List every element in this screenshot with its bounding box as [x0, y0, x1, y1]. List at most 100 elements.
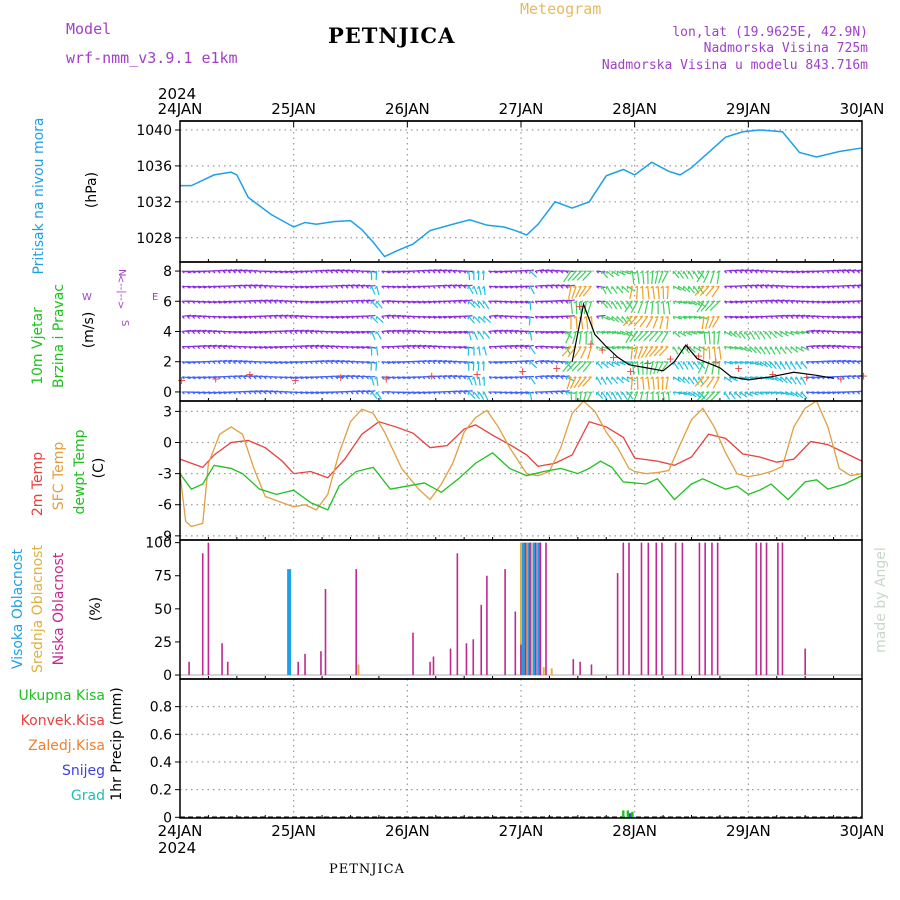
temp-line-2 [179, 452, 863, 511]
wind-arrow [529, 361, 538, 369]
cloud-bar-2 [777, 542, 779, 676]
wind-arrow [729, 269, 739, 272]
wind-arrow [202, 270, 206, 274]
wind-arrow [795, 346, 805, 352]
cloud-ytick-label: 100 [145, 536, 172, 552]
wind-arrow [826, 331, 830, 335]
wind-arrow [437, 374, 448, 378]
wind-arrow [463, 299, 473, 302]
wind-arrow [310, 344, 320, 348]
cloud-bar-2 [472, 639, 475, 676]
wind-arrow [422, 270, 426, 274]
precip-ytick-label: 0.8 [150, 700, 172, 716]
wind-arrow [289, 329, 299, 333]
wind-arrow [571, 270, 582, 281]
wind-arrow [539, 391, 543, 395]
wind-arrow [466, 361, 470, 365]
wind-arrow [309, 346, 313, 350]
temp-ylabel-sfc: SFC Temp [51, 442, 67, 511]
wind-arrow [665, 330, 669, 333]
wind-arrow [284, 315, 288, 319]
wind-arrow [509, 270, 513, 274]
wind-arrow [826, 285, 830, 289]
wind-arrow [432, 346, 436, 350]
wind-arrow [688, 376, 695, 385]
wind-arrow [616, 270, 626, 276]
wind-arrow [488, 331, 492, 335]
wind-arrow [284, 331, 288, 335]
wind-arrow [560, 284, 570, 287]
wind-arrow [578, 391, 582, 395]
wind-arrow [744, 331, 751, 340]
wind-arrow [831, 361, 835, 365]
wind-arrow [314, 376, 318, 380]
wind-arrow [294, 391, 298, 395]
wind-arrow [826, 391, 830, 395]
wind-arrow [780, 376, 788, 384]
wind-arrow [320, 391, 330, 394]
wind-arrow [274, 270, 284, 273]
wind-arrow [550, 270, 554, 274]
wind-arrow [233, 359, 243, 363]
wind-arrow [401, 300, 405, 304]
cloud-bar-2 [504, 569, 506, 676]
wind-arrow [509, 300, 513, 304]
wind-arrow [606, 346, 616, 350]
precip-legend-item: Grad [71, 788, 105, 804]
wind-arrow [693, 331, 696, 335]
wind-arrow [806, 329, 816, 333]
wind-arrow [577, 361, 587, 372]
precip-ylabel: 1hr Precip (mm) [109, 687, 125, 800]
wind-arrow [831, 300, 835, 304]
wind-arrow [688, 315, 698, 319]
wind-arrow [243, 331, 247, 335]
wind-arrow [369, 270, 372, 274]
wind-arrow [642, 376, 645, 390]
wind-arrow [677, 270, 684, 279]
pressure-ytick-label: 1036 [136, 159, 172, 175]
wind-arrow [437, 330, 448, 334]
wind-arrow [330, 376, 334, 380]
wind-arrow [606, 331, 609, 335]
wind-arrow [780, 314, 790, 317]
wind-arrow [660, 391, 664, 395]
wind-arrow [468, 331, 472, 341]
wind-arrow [729, 270, 733, 274]
wind-arrow [447, 285, 451, 289]
cloud-bar-2 [297, 661, 300, 676]
wind-arrow [472, 301, 475, 305]
wind-arrow [253, 375, 263, 378]
wind-arrow [805, 315, 809, 319]
wind-arrow [709, 391, 720, 401]
wind-arrow [243, 284, 253, 287]
wind-arrow [716, 270, 720, 284]
wind-arrow [207, 300, 211, 304]
wind-arrow [227, 346, 231, 350]
wind-arrow [811, 344, 821, 348]
wind-arrow [482, 331, 485, 335]
wind-arrow [335, 361, 339, 365]
wind-arrow [263, 315, 267, 319]
wind-arrow [639, 361, 644, 365]
wind-arrow [268, 315, 272, 319]
wind-arrow [790, 330, 800, 335]
wind-arrow [634, 330, 638, 333]
wind-arrow [724, 285, 727, 289]
wind-arrow [319, 300, 323, 304]
wind-arrow [453, 284, 463, 287]
wind-arrow [519, 315, 523, 319]
wind-arrow [181, 300, 185, 304]
wind-arrow [350, 346, 354, 350]
cloud-bar-2 [534, 542, 537, 676]
wind-arrow [452, 361, 456, 365]
wind-arrow [724, 361, 734, 365]
wind-arrow [568, 285, 572, 289]
gust-mark: + [598, 344, 607, 357]
wind-arrow [582, 376, 592, 387]
wind-arrow [186, 285, 190, 289]
wind-arrow [412, 376, 415, 380]
cloud-bar-2 [188, 661, 190, 676]
wind-arrow [427, 391, 431, 395]
wind-arrow [639, 316, 649, 328]
wind-arrow [350, 285, 354, 289]
